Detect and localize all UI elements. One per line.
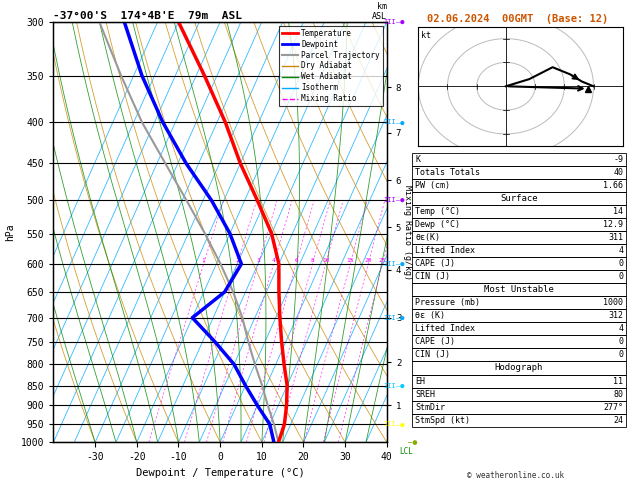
Y-axis label: hPa: hPa [6,223,15,241]
Text: 0: 0 [618,260,623,268]
Text: 1.66: 1.66 [603,181,623,190]
Text: Surface: Surface [500,194,538,203]
Text: —●: —● [396,315,404,321]
Text: SREH: SREH [415,390,435,399]
Text: 6: 6 [294,258,298,263]
Text: 1: 1 [202,258,206,263]
Text: LCL: LCL [399,447,413,456]
Text: -9: -9 [613,155,623,164]
Text: —●: —● [396,120,404,125]
Text: 12.9: 12.9 [603,220,623,229]
Legend: Temperature, Dewpoint, Parcel Trajectory, Dry Adiabat, Wet Adiabat, Isotherm, Mi: Temperature, Dewpoint, Parcel Trajectory… [279,26,383,106]
Text: III: III [383,19,396,25]
Text: 1000: 1000 [603,298,623,307]
Text: 15: 15 [347,258,354,263]
Text: Temp (°C): Temp (°C) [415,207,460,216]
Text: 2: 2 [235,258,239,263]
Text: Hodograph: Hodograph [495,364,543,372]
Text: θε (K): θε (K) [415,312,445,320]
Text: —●: —● [396,197,404,203]
Text: Totals Totals: Totals Totals [415,168,480,177]
Text: 80: 80 [613,390,623,399]
Text: III: III [383,197,396,203]
Text: 311: 311 [608,233,623,242]
Text: —●: —● [396,421,404,427]
Text: —●: —● [408,438,418,447]
Text: CAPE (J): CAPE (J) [415,337,455,347]
Text: Most Unstable: Most Unstable [484,285,554,295]
Text: CIN (J): CIN (J) [415,350,450,360]
Text: 24: 24 [613,416,623,425]
Text: Pressure (mb): Pressure (mb) [415,298,480,307]
Text: 0: 0 [618,337,623,347]
Text: 10: 10 [322,258,330,263]
Text: 4: 4 [272,258,276,263]
Text: 25: 25 [379,258,386,263]
Text: CIN (J): CIN (J) [415,272,450,281]
Text: 4: 4 [618,246,623,255]
Text: PW (cm): PW (cm) [415,181,450,190]
Text: Lifted Index: Lifted Index [415,325,475,333]
Text: III: III [383,382,396,388]
Text: θε(K): θε(K) [415,233,440,242]
Text: EH: EH [415,377,425,385]
Text: kt: kt [421,32,431,40]
Text: K: K [415,155,420,164]
Text: 02.06.2024  00GMT  (Base: 12): 02.06.2024 00GMT (Base: 12) [426,14,608,24]
Text: Lifted Index: Lifted Index [415,246,475,255]
Text: III: III [383,421,396,427]
Text: 11: 11 [613,377,623,385]
Text: CAPE (J): CAPE (J) [415,260,455,268]
Text: —●: —● [396,19,404,25]
X-axis label: Dewpoint / Temperature (°C): Dewpoint / Temperature (°C) [136,468,304,478]
Text: 0: 0 [618,272,623,281]
Text: 20: 20 [364,258,372,263]
Text: Dewp (°C): Dewp (°C) [415,220,460,229]
Text: III: III [383,261,396,267]
Text: 3: 3 [257,258,260,263]
Text: 14: 14 [613,207,623,216]
Text: —●: —● [396,382,404,388]
Text: 312: 312 [608,312,623,320]
Text: 40: 40 [613,168,623,177]
Text: StmSpd (kt): StmSpd (kt) [415,416,470,425]
Text: III: III [383,315,396,321]
Text: III: III [383,120,396,125]
Text: -37°00'S  174°4B'E  79m  ASL: -37°00'S 174°4B'E 79m ASL [53,11,242,21]
Text: —●: —● [396,261,404,267]
Text: 4: 4 [618,325,623,333]
Text: 8: 8 [311,258,314,263]
Text: km
ASL: km ASL [372,1,387,21]
Text: StmDir: StmDir [415,402,445,412]
Y-axis label: Mixing Ratio (g/kg): Mixing Ratio (g/kg) [403,185,413,279]
Text: 0: 0 [618,350,623,360]
Text: 277°: 277° [603,402,623,412]
Text: © weatheronline.co.uk: © weatheronline.co.uk [467,471,564,480]
